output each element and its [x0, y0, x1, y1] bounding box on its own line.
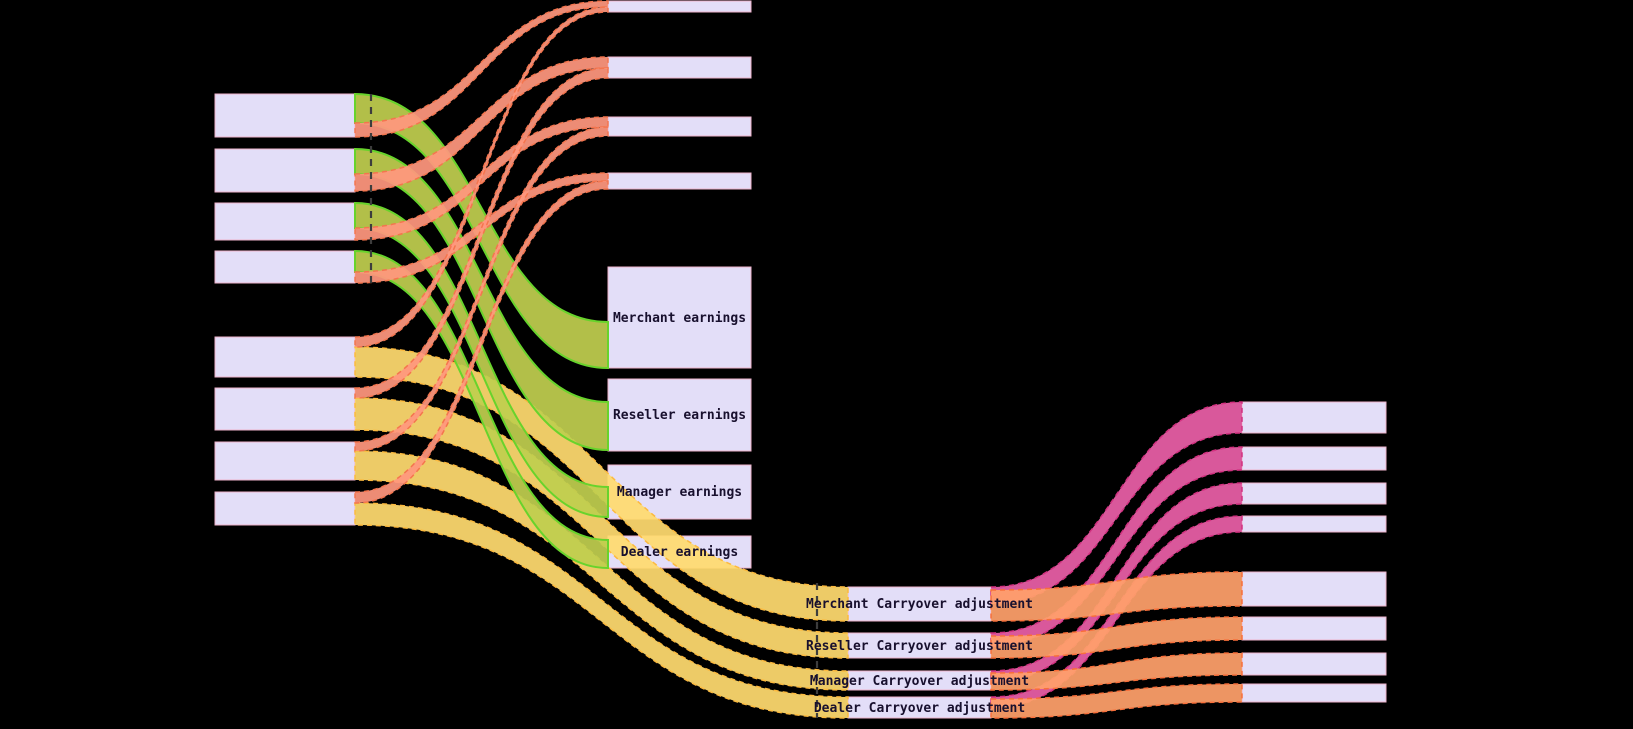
node-labels: Merchant earnings Reseller earnings Mana…	[613, 311, 1033, 716]
node-topbar-1	[607, 0, 752, 13]
flow-salmon-s7-bar3	[354, 126, 609, 452]
node-source-6	[214, 387, 356, 431]
carryover-nodes	[847, 586, 992, 719]
node-source-1	[214, 93, 356, 138]
flows-yellow	[354, 346, 849, 719]
flow-orange-manager-carryover-out7	[990, 652, 1243, 691]
flow-yellow-s6-reseller-carryover	[354, 397, 849, 659]
flow-salmon-s8-bar4	[354, 180, 609, 504]
top-bar-nodes	[607, 0, 752, 190]
flow-yellow-s8-dealer-carryover	[354, 502, 849, 719]
label-reseller-carryover: Reseller Carryover adjustment	[806, 639, 1033, 654]
node-output-2	[1241, 446, 1387, 471]
flow-orange-reseller-carryover-out6	[990, 616, 1243, 659]
flow-salmon-s1-bar1	[354, 0, 609, 138]
node-topbar-4	[607, 172, 752, 190]
node-output-4	[1241, 515, 1387, 533]
node-output-5	[1241, 571, 1387, 607]
label-merchant-carryover: Merchant Carryover adjustment	[806, 597, 1033, 612]
node-output-3	[1241, 482, 1387, 505]
flow-orange-dealer-carryover-out8	[990, 683, 1243, 719]
label-dealer-earnings: Dealer earnings	[621, 545, 738, 560]
label-manager-carryover: Manager Carryover adjustment	[810, 674, 1029, 689]
source-nodes	[214, 93, 356, 526]
node-source-7	[214, 441, 356, 481]
node-output-6	[1241, 616, 1387, 641]
flow-green-s2-reseller-earnings	[354, 147, 609, 452]
flow-yellow-s7-manager-carryover	[354, 450, 849, 691]
label-merchant-earnings: Merchant earnings	[613, 311, 746, 326]
node-source-5	[214, 336, 356, 378]
node-source-3	[214, 202, 356, 241]
node-source-8	[214, 491, 356, 526]
flows-orange	[990, 571, 1243, 719]
node-topbar-2	[607, 56, 752, 79]
flow-orange-merchant-carryover-out5	[990, 571, 1243, 622]
label-dealer-carryover: Dealer Carryover adjustment	[814, 701, 1025, 716]
node-topbar-3	[607, 116, 752, 137]
flow-pink-merchant-carryover-out1	[990, 401, 1243, 605]
flow-salmon-s6-bar2	[354, 67, 609, 399]
flows-salmon	[354, 0, 609, 504]
flow-yellow-s5-merchant-carryover	[354, 346, 849, 622]
node-source-4	[214, 250, 356, 284]
node-merchant-earnings	[607, 266, 752, 369]
flow-green-s4-dealer-earnings	[354, 249, 609, 570]
flow-salmon-s5-bar1	[354, 6, 609, 348]
node-output-8	[1241, 683, 1387, 703]
node-reseller-earnings	[607, 378, 752, 452]
node-source-2	[214, 148, 356, 193]
node-merchant-carryover	[847, 586, 992, 622]
label-manager-earnings: Manager earnings	[617, 485, 742, 500]
node-output-1	[1241, 401, 1387, 434]
guide-lines	[369, 94, 819, 718]
label-reseller-earnings: Reseller earnings	[613, 408, 746, 423]
flow-green-s3-manager-earnings	[354, 201, 609, 519]
node-output-7	[1241, 652, 1387, 676]
output-nodes	[1241, 401, 1387, 703]
